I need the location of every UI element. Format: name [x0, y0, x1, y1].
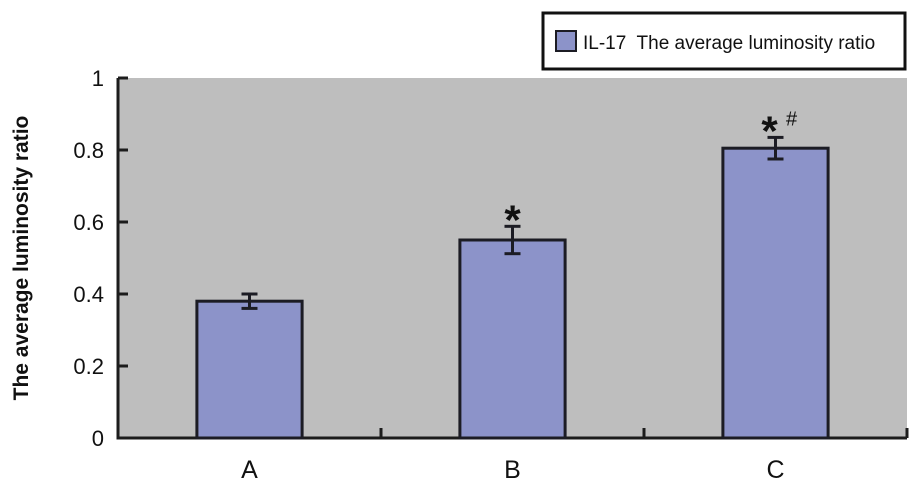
significance-superscript: # [786, 108, 798, 130]
significance-star: * [504, 196, 521, 243]
x-tick-label: B [504, 456, 521, 484]
significance-annotations: * * # [504, 107, 798, 243]
significance-star: * [761, 107, 778, 154]
bar [458, 238, 567, 440]
y-tick-label: 0 [92, 426, 104, 451]
error-bars [241, 135, 784, 310]
bar [721, 146, 830, 440]
legend: IL-17 The average luminosity ratio [541, 11, 907, 71]
x-ticks: A B C [241, 428, 909, 484]
x-tick-label: A [241, 456, 258, 484]
y-axis-title: The average luminosity ratio [10, 116, 33, 401]
y-tick-label: 0.2 [73, 354, 104, 379]
bar [195, 299, 304, 440]
y-tick-label: 0.4 [73, 282, 104, 307]
y-tick-label: 0.8 [73, 138, 104, 163]
y-ticks: 0 0.2 0.4 0.6 0.8 1 [73, 66, 128, 451]
legend-swatch [555, 30, 577, 52]
y-tick-label: 1 [92, 66, 104, 91]
legend-label: IL-17 The average luminosity ratio [583, 33, 875, 54]
x-tick-label: C [766, 456, 784, 484]
y-tick-label: 0.6 [73, 210, 104, 235]
legend-box [541, 11, 907, 71]
